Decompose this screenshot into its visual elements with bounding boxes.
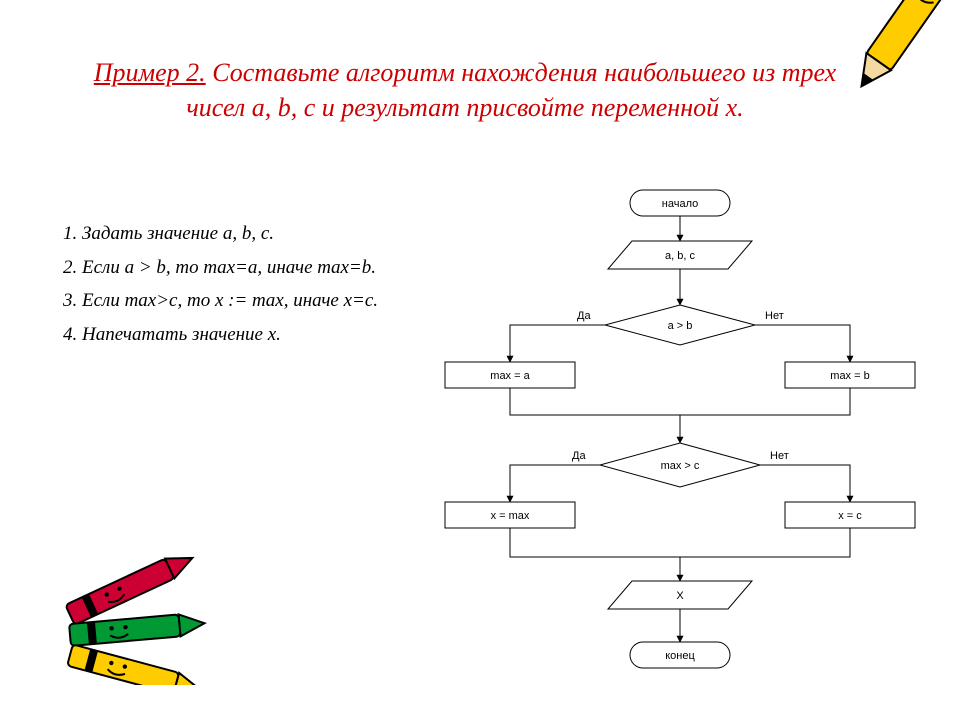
pencil-decoration (840, 0, 960, 145)
svg-text:конец: конец (665, 650, 695, 662)
step-item: Напечатать значение x. (82, 321, 398, 349)
slide-title: Пример 2. Составьте алгоритм нахождения … (90, 55, 840, 125)
flow-node: max = b (785, 362, 915, 388)
flow-node: a > b (605, 305, 755, 345)
flow-node: max = a (445, 362, 575, 388)
svg-text:x = c: x = c (838, 510, 862, 522)
svg-text:x = max: x = max (491, 510, 530, 522)
flow-node: max > c (600, 443, 760, 487)
flow-node: конец (630, 642, 730, 668)
step-item: Задать значение a, b, c. (82, 220, 398, 248)
flow-node: x = c (785, 502, 915, 528)
svg-text:Нет: Нет (770, 450, 789, 462)
algorithm-steps: Задать значение a, b, c. Если a > b, то m… (58, 220, 398, 354)
step-item: Если a > b, то max=a, иначе max=b. (82, 254, 398, 282)
svg-text:начало: начало (662, 198, 698, 210)
svg-text:Да: Да (577, 310, 591, 322)
svg-text:max = a: max = a (490, 370, 530, 382)
svg-text:max > c: max > c (661, 460, 700, 472)
flow-node: a, b, c (608, 241, 752, 269)
svg-text:X: X (676, 590, 684, 602)
flow-node: x = max (445, 502, 575, 528)
title-rest: Составьте алгоритм нахождения наибольшег… (186, 58, 836, 122)
svg-text:a > b: a > b (668, 320, 693, 332)
crayons-decoration (40, 525, 240, 690)
step-item: Если max>c, то x := max, иначе x=c. (82, 287, 398, 315)
flowchart: начало a, b, c a > b max = a max = b max > c x… (420, 175, 940, 715)
flow-node: начало (630, 190, 730, 216)
flow-node: X (608, 581, 752, 609)
svg-text:max = b: max = b (830, 370, 869, 382)
title-prefix: Пример 2. (94, 58, 206, 87)
svg-text:a, b, c: a, b, c (665, 250, 695, 262)
svg-text:Нет: Нет (765, 310, 784, 322)
svg-text:Да: Да (572, 450, 586, 462)
